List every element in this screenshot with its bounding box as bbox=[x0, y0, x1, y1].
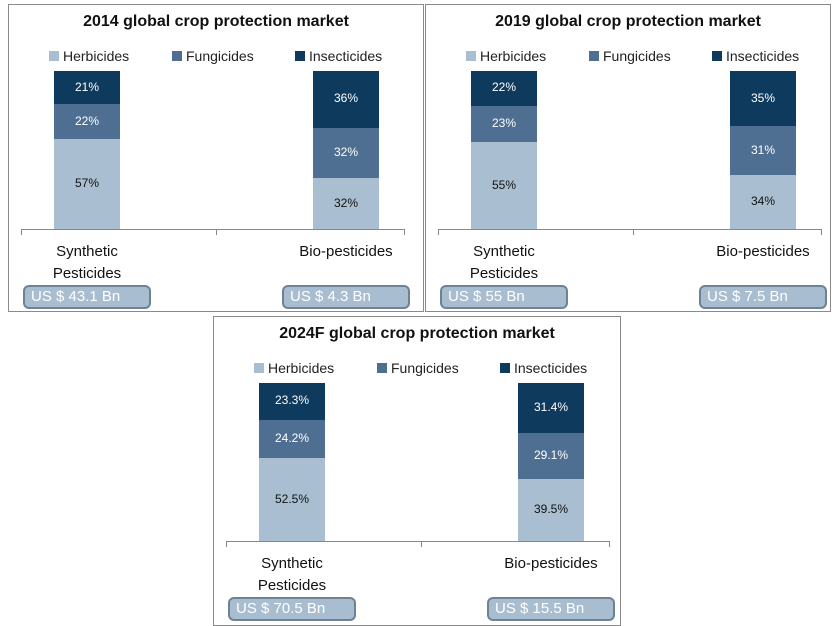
category-label: Bio-pesticides bbox=[299, 243, 393, 260]
value-label: 23.3% bbox=[274, 393, 310, 408]
value-label: 31.4% bbox=[533, 399, 569, 414]
bar-segment bbox=[259, 383, 325, 420]
legend-swatch bbox=[295, 51, 305, 61]
value-label: 23% bbox=[491, 115, 517, 130]
value-label: 22% bbox=[491, 80, 517, 95]
legend-label: Fungicides bbox=[391, 360, 459, 376]
bar-segment bbox=[471, 142, 537, 229]
bar-segment bbox=[518, 478, 584, 541]
legend-item: Fungicides bbox=[172, 48, 254, 64]
legend-label: Herbicides bbox=[63, 48, 130, 64]
legend-label: Herbicides bbox=[480, 48, 547, 64]
bar-segment bbox=[54, 138, 120, 229]
legend-item: Insecticides bbox=[500, 360, 587, 376]
value-label: 31% bbox=[750, 142, 776, 157]
value-label: 35% bbox=[750, 90, 776, 105]
market-size: US $ 15.5 Bn bbox=[487, 597, 615, 621]
value-label: 32% bbox=[333, 195, 359, 210]
market-size: US $ 43.1 Bn bbox=[23, 285, 151, 309]
value-label: 22% bbox=[74, 113, 100, 128]
chart-title: 2019 global crop protection market bbox=[495, 13, 761, 30]
chart-title: 2014 global crop protection market bbox=[83, 13, 349, 30]
x-axis bbox=[21, 229, 405, 230]
category-label: Synthetic Pesticides bbox=[257, 555, 327, 594]
value-label: 24.2% bbox=[274, 430, 310, 445]
legend-swatch bbox=[589, 51, 599, 61]
axis-tick bbox=[21, 229, 22, 235]
bar-segment bbox=[313, 178, 379, 229]
x-axis bbox=[438, 229, 822, 230]
bar-segment bbox=[313, 127, 379, 179]
axis-tick bbox=[438, 229, 439, 235]
legend-swatch bbox=[172, 51, 182, 61]
chart-panel: 2014 global crop protection market Herbic… bbox=[8, 4, 424, 312]
axis-tick bbox=[421, 541, 422, 547]
market-size: US $ 55 Bn bbox=[440, 285, 568, 309]
chart-panel: 2019 global crop protection market Herbic… bbox=[425, 4, 831, 312]
category-label: Synthetic Pesticides bbox=[52, 243, 122, 282]
legend-label: Insecticides bbox=[309, 48, 383, 64]
legend-label: Fungicides bbox=[603, 48, 671, 64]
bar-segment bbox=[313, 71, 379, 128]
value-label: 34% bbox=[750, 194, 776, 209]
axis-tick bbox=[609, 541, 610, 547]
legend-label: Insecticides bbox=[514, 360, 588, 376]
bar-segment bbox=[730, 71, 796, 127]
value-label: 36% bbox=[333, 91, 359, 106]
legend-swatch bbox=[466, 51, 476, 61]
legend-item: Insecticides bbox=[295, 48, 382, 64]
bar-segment bbox=[259, 419, 325, 459]
bar-segment bbox=[730, 175, 796, 229]
axis-tick bbox=[404, 229, 405, 235]
value-label: 21% bbox=[74, 79, 100, 94]
legend-item: Herbicides bbox=[466, 48, 546, 64]
legend-item: Herbicides bbox=[49, 48, 129, 64]
bar-segment bbox=[54, 71, 120, 105]
value-label: 32% bbox=[333, 145, 359, 160]
x-axis bbox=[226, 541, 610, 542]
legend-label: Herbicides bbox=[268, 360, 335, 376]
value-label: 52.5% bbox=[274, 491, 310, 506]
chart-panel: 2024F global crop protection market Herbi… bbox=[213, 316, 621, 626]
axis-tick bbox=[216, 229, 217, 235]
legend-swatch bbox=[254, 363, 264, 373]
bar-segment bbox=[518, 383, 584, 433]
legend-swatch bbox=[49, 51, 59, 61]
bar-segment bbox=[471, 71, 537, 106]
value-label: 55% bbox=[491, 177, 517, 192]
axis-tick bbox=[633, 229, 634, 235]
axis-tick bbox=[226, 541, 227, 547]
category-label: Bio-pesticides bbox=[716, 243, 810, 260]
value-label: 57% bbox=[74, 175, 100, 190]
market-size: US $ 7.5 Bn bbox=[699, 285, 827, 309]
legend-swatch bbox=[377, 363, 387, 373]
legend-item: Fungicides bbox=[377, 360, 459, 376]
value-label: 29.1% bbox=[533, 447, 569, 462]
axis-tick bbox=[821, 229, 822, 235]
market-size: US $ 70.5 Bn bbox=[228, 597, 356, 621]
market-size: US $ 4.3 Bn bbox=[282, 285, 410, 309]
legend-item: Insecticides bbox=[712, 48, 799, 64]
category-label: Bio-pesticides bbox=[504, 555, 598, 572]
legend-label: Insecticides bbox=[726, 48, 800, 64]
legend-swatch bbox=[712, 51, 722, 61]
bar-segment bbox=[730, 126, 796, 176]
legend-label: Fungicides bbox=[186, 48, 254, 64]
legend-item: Herbicides bbox=[254, 360, 334, 376]
legend-swatch bbox=[500, 363, 510, 373]
bar-segment bbox=[259, 458, 325, 541]
chart-title: 2024F global crop protection market bbox=[279, 325, 555, 342]
bar-segment bbox=[54, 104, 120, 139]
value-label: 39.5% bbox=[533, 501, 569, 516]
bar-segment bbox=[471, 105, 537, 143]
bar-segment bbox=[518, 432, 584, 479]
legend-item: Fungicides bbox=[589, 48, 671, 64]
category-label: Synthetic Pesticides bbox=[469, 243, 539, 282]
